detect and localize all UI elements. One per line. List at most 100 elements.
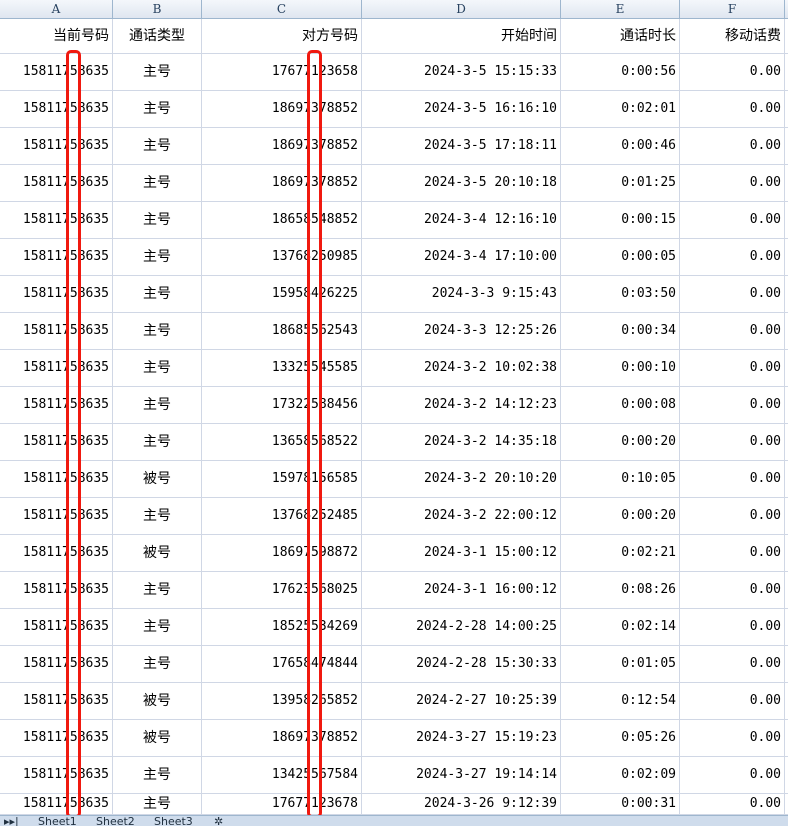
cell[interactable]: 0.00 [680,202,785,238]
cell[interactable]: 主号 [113,91,202,127]
cell[interactable]: 0:03:50 [561,276,680,312]
cell[interactable]: 0:05:26 [561,720,680,756]
cell[interactable]: 0.00 [680,424,785,460]
cell[interactable]: 2024-3-26 9:12:39 [362,794,561,814]
cell[interactable]: 15811758635 [0,794,113,814]
cell[interactable]: 15811758635 [0,387,113,423]
cell[interactable]: 0:00:46 [561,128,680,164]
cell[interactable]: 主号 [113,350,202,386]
cell[interactable]: 2024-2-28 14:00:25 [362,609,561,645]
sheet-tab-3[interactable]: Sheet3 [154,815,193,826]
cell[interactable]: 2024-3-1 15:00:12 [362,535,561,571]
cell[interactable]: 0:02:21 [561,535,680,571]
cell[interactable]: 15811758635 [0,276,113,312]
cell[interactable]: 17677123678 [202,794,362,814]
cell[interactable]: 2024-3-3 12:25:26 [362,313,561,349]
cell[interactable]: 0:02:09 [561,757,680,793]
cell[interactable]: 主号 [113,646,202,682]
cell[interactable]: 0.00 [680,91,785,127]
cell[interactable]: 被号 [113,535,202,571]
cell[interactable]: 0.00 [680,54,785,90]
cell[interactable]: 15811758635 [0,646,113,682]
column-header-f[interactable]: F [680,0,785,18]
cell[interactable]: 0.00 [680,498,785,534]
cell[interactable]: 0:00:31 [561,794,680,814]
cell[interactable]: 0:02:14 [561,609,680,645]
cell[interactable]: 0.00 [680,128,785,164]
header-cell[interactable]: 移动话费 [680,19,785,53]
cell[interactable]: 15811758635 [0,239,113,275]
header-cell[interactable]: 对方号码 [202,19,362,53]
cell[interactable]: 0:00:20 [561,424,680,460]
cell[interactable]: 主号 [113,276,202,312]
column-header-b[interactable]: B [113,0,202,18]
column-header-d[interactable]: D [362,0,561,18]
cell[interactable]: 15958426225 [202,276,362,312]
cell[interactable]: 15811758635 [0,720,113,756]
cell[interactable]: 15811758635 [0,202,113,238]
column-header-e[interactable]: E [561,0,680,18]
cell[interactable]: 主号 [113,609,202,645]
cell[interactable]: 0:00:56 [561,54,680,90]
cell[interactable]: 18697378852 [202,720,362,756]
cell[interactable]: 2024-3-2 10:02:38 [362,350,561,386]
cell[interactable]: 18697598872 [202,535,362,571]
cell[interactable]: 主号 [113,387,202,423]
cell[interactable]: 15978156585 [202,461,362,497]
cell[interactable]: 2024-2-28 15:30:33 [362,646,561,682]
cell[interactable]: 15811758635 [0,461,113,497]
cell[interactable]: 0:01:25 [561,165,680,201]
header-cell[interactable]: 通话时长 [561,19,680,53]
cell[interactable]: 主号 [113,757,202,793]
cell[interactable]: 主号 [113,498,202,534]
cell[interactable]: 0:00:08 [561,387,680,423]
cell[interactable]: 0:00:15 [561,202,680,238]
cell[interactable]: 0.00 [680,794,785,814]
cell[interactable]: 主号 [113,794,202,814]
sheet-tab-2[interactable]: Sheet2 [96,815,135,826]
cell[interactable]: 0.00 [680,720,785,756]
cell[interactable]: 0.00 [680,572,785,608]
cell[interactable]: 15811758635 [0,54,113,90]
cell[interactable]: 15811758635 [0,350,113,386]
cell[interactable]: 15811758635 [0,609,113,645]
cell[interactable]: 2024-3-3 9:15:43 [362,276,561,312]
cell[interactable]: 18525534269 [202,609,362,645]
cell[interactable]: 0.00 [680,757,785,793]
cell[interactable]: 0.00 [680,461,785,497]
cell[interactable]: 15811758635 [0,91,113,127]
cell[interactable]: 0.00 [680,239,785,275]
cell[interactable]: 18658548852 [202,202,362,238]
cell[interactable]: 0.00 [680,350,785,386]
cell[interactable]: 0.00 [680,683,785,719]
cell[interactable]: 主号 [113,128,202,164]
cell[interactable]: 2024-3-2 14:12:23 [362,387,561,423]
cell[interactable]: 0.00 [680,609,785,645]
cell[interactable]: 被号 [113,720,202,756]
cell[interactable]: 13768252485 [202,498,362,534]
cell[interactable]: 主号 [113,165,202,201]
cell[interactable]: 主号 [113,313,202,349]
cell[interactable]: 主号 [113,239,202,275]
cell[interactable]: 2024-3-4 12:16:10 [362,202,561,238]
cell[interactable]: 13425567584 [202,757,362,793]
cell[interactable]: 主号 [113,202,202,238]
cell[interactable]: 17658474844 [202,646,362,682]
cell[interactable]: 0.00 [680,313,785,349]
cell[interactable]: 0:00:10 [561,350,680,386]
cell[interactable]: 被号 [113,461,202,497]
cell[interactable]: 15811758635 [0,535,113,571]
cell[interactable]: 2024-3-2 20:10:20 [362,461,561,497]
cell[interactable]: 18697378852 [202,128,362,164]
cell[interactable]: 主号 [113,572,202,608]
cell[interactable]: 2024-3-2 14:35:18 [362,424,561,460]
cell[interactable]: 0:10:05 [561,461,680,497]
cell[interactable]: 2024-3-1 16:00:12 [362,572,561,608]
cell[interactable]: 2024-2-27 10:25:39 [362,683,561,719]
cell[interactable]: 0.00 [680,276,785,312]
cell[interactable]: 0:01:05 [561,646,680,682]
cell[interactable]: 18685562543 [202,313,362,349]
cell[interactable]: 2024-3-5 20:10:18 [362,165,561,201]
cell[interactable]: 2024-3-4 17:10:00 [362,239,561,275]
cell[interactable]: 0.00 [680,165,785,201]
